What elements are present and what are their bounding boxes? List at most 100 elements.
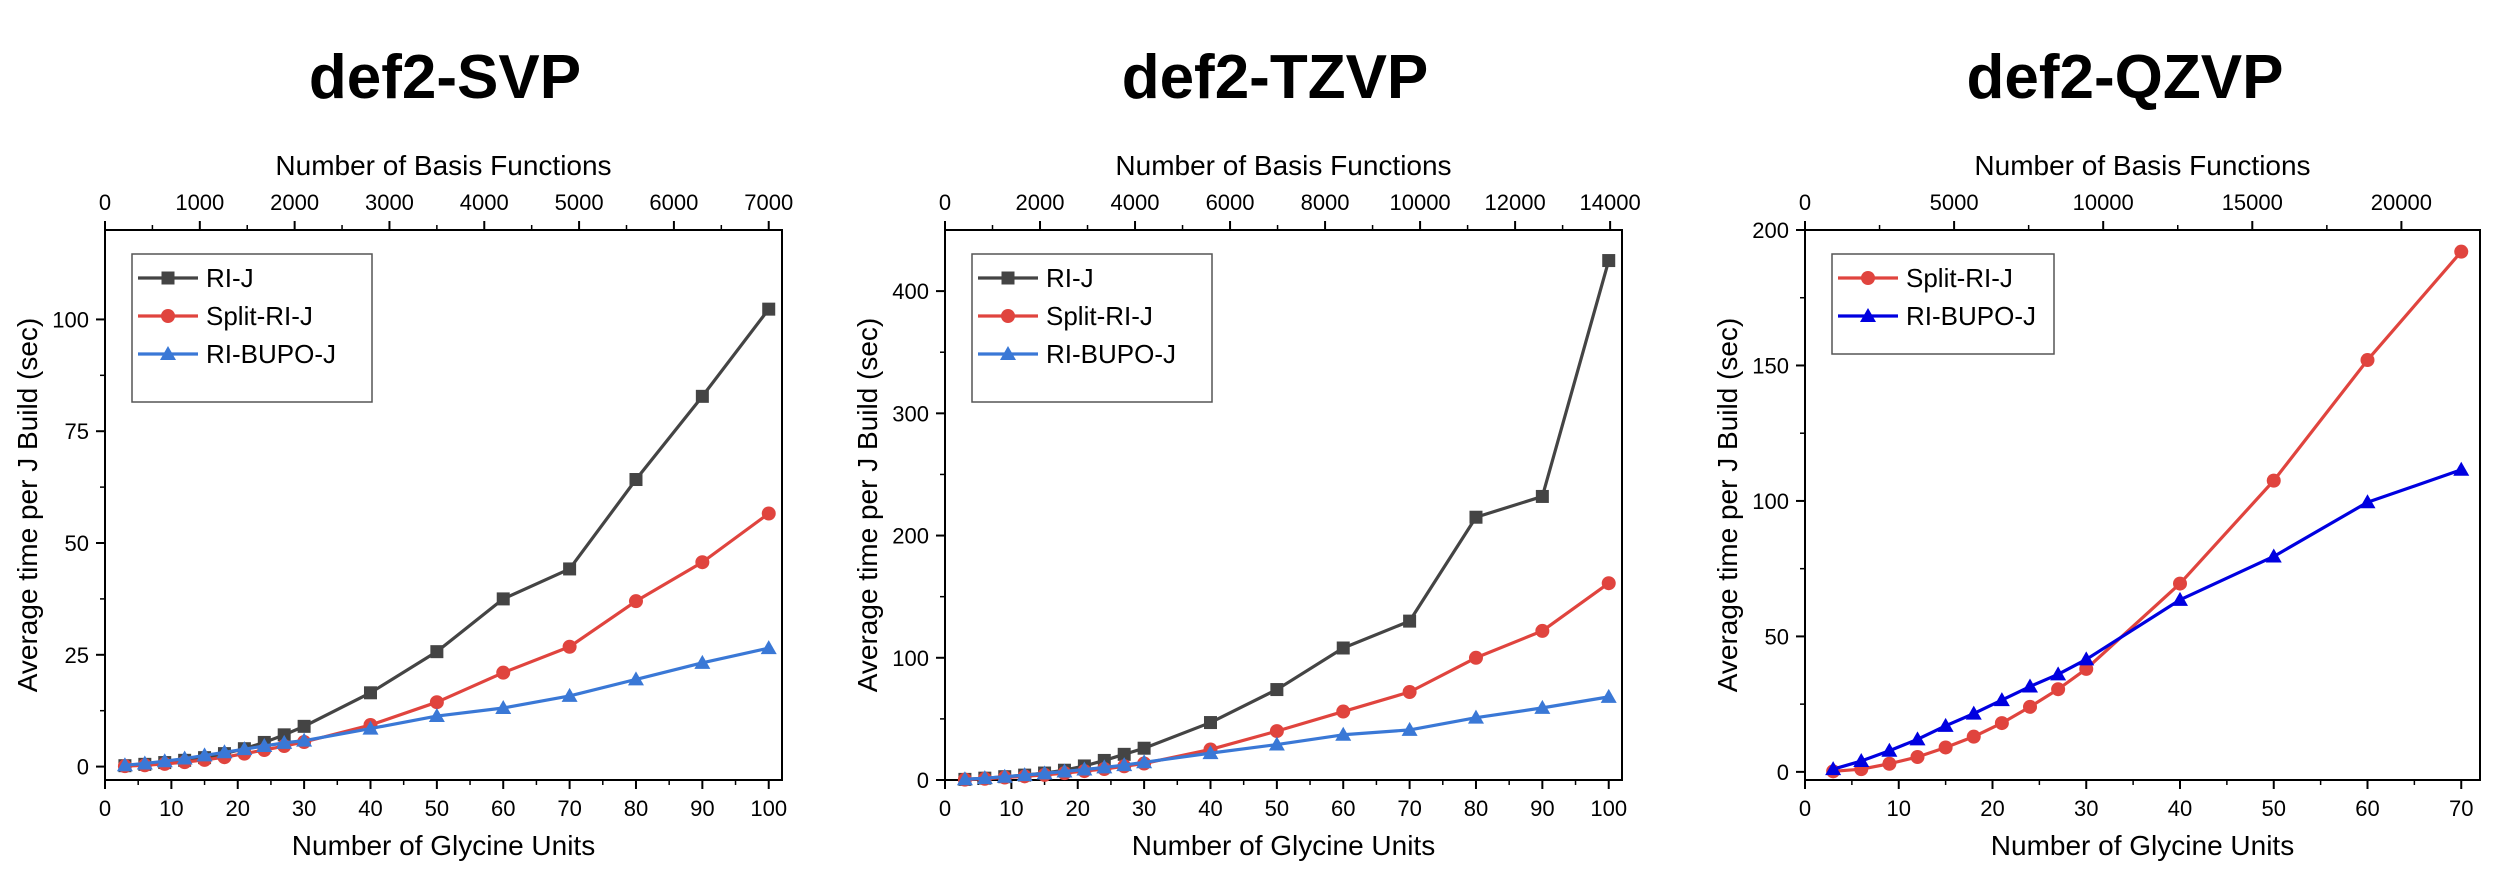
legend: Split-RI-J RI-BUPO-J (1831, 253, 2055, 355)
plot-frame (1804, 229, 2481, 781)
x-tick-label: 50 (425, 796, 449, 821)
chart-title: def2-TZVP (1122, 43, 1429, 112)
y-tick-label: 0 (917, 768, 929, 793)
x2-tick-label: 10000 (1389, 190, 1450, 215)
data-point (562, 639, 577, 654)
data-point (1966, 729, 1981, 744)
legend: RI-J Split-RI-J RI-BUPO-J (131, 253, 373, 403)
x2-tick-label: 5000 (555, 190, 604, 215)
data-point (1269, 724, 1284, 739)
data-point (2359, 494, 2376, 509)
data-point (1535, 489, 1549, 503)
data-point (1336, 704, 1351, 719)
data-point (1036, 765, 1053, 780)
data-point (216, 744, 233, 759)
x-axis-label: Number of Glycine Units (292, 830, 595, 861)
x-tick-label: 30 (2074, 796, 2098, 821)
y-tick-label: 75 (65, 419, 89, 444)
x-tick-label: 10 (159, 796, 183, 821)
data-point (116, 757, 133, 772)
y-tick-label: 100 (892, 646, 929, 671)
y-tick-label: 0 (77, 755, 89, 780)
data-point (1910, 749, 1925, 764)
chart-title: def2-SVP (309, 43, 581, 112)
data-point (176, 750, 193, 765)
data-point (1016, 767, 1033, 782)
data-point (1270, 683, 1284, 697)
chart-panel-3: def2-QZVP 0 10 20 30 40 50 60 70 0 5000 10000 15000 2… (1712, 43, 2481, 861)
data-point (1403, 614, 1417, 628)
series-RI-BUPO-J (1825, 461, 2470, 776)
data-point (276, 734, 293, 749)
data-point (762, 302, 776, 316)
x2-axis-label: Number of Basis Functions (1974, 150, 2310, 181)
data-point (1056, 763, 1073, 778)
x-axis-label: Number of Glycine Units (1991, 830, 2294, 861)
x2-tick-label: 2000 (270, 190, 319, 215)
data-point (1117, 747, 1131, 761)
legend-entry: RI-J (206, 263, 254, 293)
y-tick-label: 200 (892, 524, 929, 549)
data-point (1336, 641, 1350, 655)
series-Split-RI-J (117, 506, 776, 774)
legend-marker (160, 346, 176, 360)
data-point (2050, 666, 2067, 681)
data-point (430, 645, 444, 659)
data-point (429, 695, 444, 710)
data-point (236, 741, 253, 756)
data-point (496, 592, 510, 606)
data-point (277, 728, 291, 742)
x-tick-label: 20 (226, 796, 250, 821)
data-point (1825, 761, 1842, 776)
data-point (1602, 254, 1616, 268)
legend-marker (161, 271, 175, 285)
x-tick-label: 0 (939, 796, 951, 821)
x2-axis-label: Number of Basis Functions (275, 150, 611, 181)
plot-frame (104, 229, 783, 781)
data-point (1882, 756, 1897, 771)
data-point (363, 686, 377, 700)
legend-entry: Split-RI-J (206, 301, 313, 331)
x-tick-label: 70 (557, 796, 581, 821)
x2-tick-label: 4000 (1111, 190, 1160, 215)
x-tick-label: 0 (99, 796, 111, 821)
legend-marker (161, 309, 175, 323)
x-tick-label: 20 (1980, 796, 2004, 821)
data-point (1965, 705, 1982, 720)
x-tick-label: 100 (1590, 796, 1627, 821)
x2-tick-label: 6000 (1206, 190, 1255, 215)
x-tick-label: 40 (358, 796, 382, 821)
data-point (136, 755, 153, 770)
data-point (362, 720, 379, 735)
data-point (1468, 650, 1483, 665)
series-RI-BUPO-J (956, 688, 1617, 786)
y-tick-label: 100 (52, 307, 89, 332)
legend-box (1831, 253, 2055, 355)
data-point (1601, 576, 1616, 591)
x2-tick-label: 15000 (2222, 190, 2283, 215)
data-point (2078, 651, 2095, 666)
data-point (1202, 745, 1219, 760)
plot-frame (944, 229, 1623, 781)
legend-entry: RI-J (1046, 263, 1094, 293)
data-point (1268, 736, 1285, 751)
x2-tick-label: 6000 (649, 190, 698, 215)
data-point (296, 732, 313, 747)
y-tick-label: 0 (1777, 760, 1789, 785)
legend-marker (1000, 346, 1016, 360)
data-point (256, 738, 273, 753)
data-point (1116, 757, 1133, 772)
legend-marker (1860, 308, 1876, 322)
x-tick-label: 90 (690, 796, 714, 821)
data-point (1938, 740, 1953, 755)
y-tick-label: 100 (1752, 489, 1789, 514)
data-point (1881, 742, 1898, 757)
y-axis-label: Average time per J Build (sec) (852, 318, 883, 693)
data-point (2022, 678, 2038, 693)
x-tick-label: 50 (2262, 796, 2286, 821)
data-point (628, 594, 643, 609)
data-point (156, 753, 173, 768)
x-tick-label: 20 (1066, 796, 1090, 821)
series-line (964, 581, 1610, 782)
